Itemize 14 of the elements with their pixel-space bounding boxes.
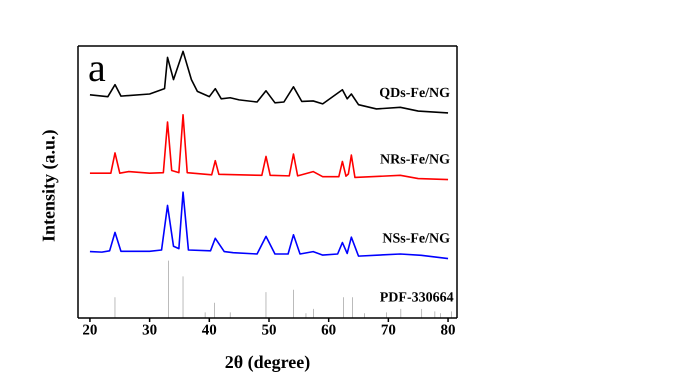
series-label: PDF-330664 <box>380 290 454 306</box>
x-tick-label: 60 <box>321 322 336 339</box>
x-tick-label: 50 <box>261 322 276 339</box>
x-tick-label: 20 <box>82 322 98 339</box>
y-axis-title: Intensity (a.u.) <box>38 129 58 242</box>
series-label: QDs-Fe/NG <box>379 86 450 101</box>
x-axis-title: 2θ (degree) <box>224 352 310 372</box>
x-tick-label: 30 <box>142 322 158 339</box>
x-tick-label: 70 <box>380 322 396 339</box>
series-label: NSs-Fe/NG <box>382 232 450 247</box>
annotation: a <box>88 45 106 90</box>
series-label: NRs-Fe/NG <box>380 152 450 168</box>
x-tick-label: 40 <box>202 322 217 339</box>
x-tick-label: 80 <box>440 322 456 339</box>
